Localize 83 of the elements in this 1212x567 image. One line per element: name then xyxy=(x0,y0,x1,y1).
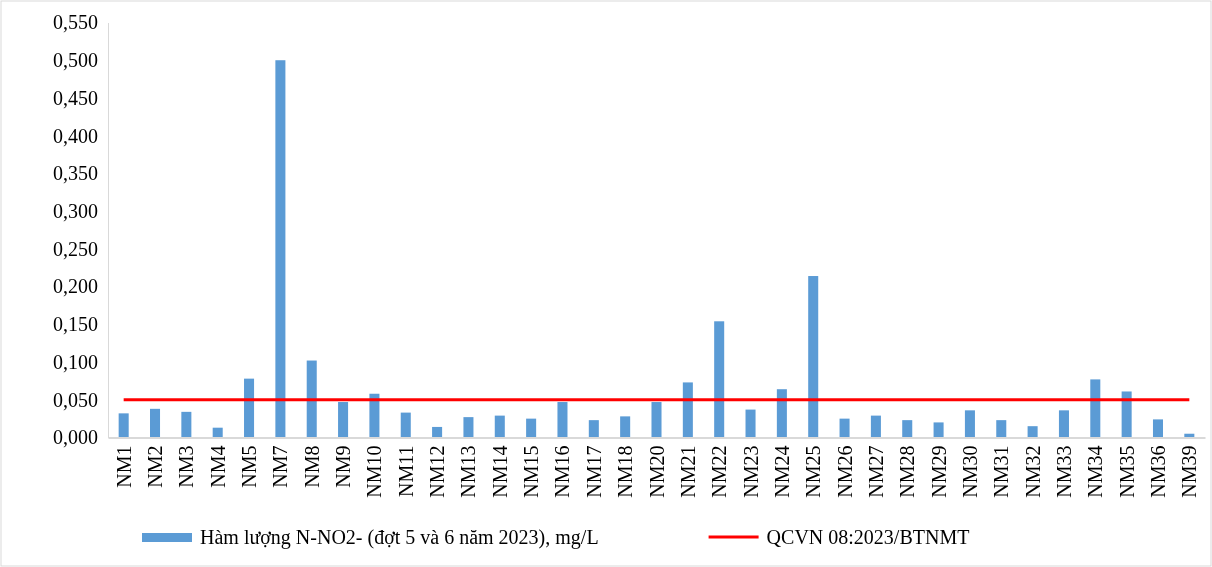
x-tick-label: NM35 xyxy=(1115,445,1138,498)
y-tick-label: 0,200 xyxy=(53,275,98,298)
x-tick-label: NM16 xyxy=(551,445,574,498)
x-tick-label: NM26 xyxy=(833,445,856,498)
x-tick-label: NM8 xyxy=(300,445,323,488)
x-tick-label: NM36 xyxy=(1146,445,1169,498)
bar xyxy=(369,393,380,438)
bar xyxy=(494,415,505,438)
y-tick-label: 0,350 xyxy=(53,162,98,185)
y-tick-label: 0,050 xyxy=(53,388,98,411)
x-tick-label: NM20 xyxy=(645,445,668,498)
x-tick-label: NM33 xyxy=(1052,445,1075,498)
bar xyxy=(682,382,693,438)
bar xyxy=(557,402,568,438)
bar xyxy=(964,410,975,438)
bar xyxy=(212,427,223,438)
y-tick-label: 0,150 xyxy=(53,313,98,336)
bar xyxy=(776,389,787,438)
x-tick-label: NM17 xyxy=(582,445,605,498)
legend-label: Hàm lượng N-NO2- (đợt 5 và 6 năm 2023), mg/L xyxy=(200,526,599,549)
bar xyxy=(588,420,599,438)
bar xyxy=(714,321,725,438)
x-tick-label: NM12 xyxy=(426,445,449,498)
x-tick-label: NM39 xyxy=(1178,445,1201,498)
bar xyxy=(620,416,631,438)
x-tick-label: NM3 xyxy=(175,445,198,488)
x-tick-label: NM5 xyxy=(238,445,261,488)
x-tick-label: NM9 xyxy=(332,445,355,488)
x-tick-label: NM18 xyxy=(614,445,637,498)
y-tick-label: 0,250 xyxy=(53,237,98,260)
x-tick-label: NM23 xyxy=(739,445,762,498)
bar xyxy=(526,418,537,438)
bar xyxy=(1058,410,1069,438)
y-tick-label: 0,550 xyxy=(53,11,98,34)
bar xyxy=(306,360,317,438)
y-tick-label: 0,450 xyxy=(53,86,98,109)
bar xyxy=(933,422,944,438)
x-tick-label: NM28 xyxy=(896,445,919,498)
y-tick-label: 0,100 xyxy=(53,350,98,373)
bar xyxy=(902,420,913,438)
y-tick-label: 0,500 xyxy=(53,49,98,72)
bar xyxy=(118,413,129,438)
bar xyxy=(651,402,662,438)
bar xyxy=(1121,391,1132,438)
bar xyxy=(808,276,819,438)
x-tick-label: NM15 xyxy=(520,445,543,498)
x-tick-label: NM2 xyxy=(144,445,167,488)
bar xyxy=(839,418,850,438)
bar xyxy=(275,60,286,438)
bar xyxy=(432,426,443,438)
bar xyxy=(1090,379,1101,438)
y-tick-label: 0,300 xyxy=(53,200,98,223)
x-tick-label: NM7 xyxy=(269,445,292,488)
x-tick-label: NM34 xyxy=(1084,445,1107,498)
x-tick-label: NM11 xyxy=(394,445,417,497)
legend-label: QCVN 08:2023/BTNMT xyxy=(766,526,970,548)
bar xyxy=(400,412,411,438)
bar xyxy=(463,417,474,438)
x-tick-label: NM13 xyxy=(457,445,480,498)
bar xyxy=(150,408,161,438)
bar xyxy=(996,420,1007,438)
x-tick-label: NM21 xyxy=(676,445,699,498)
x-tick-label: NM31 xyxy=(990,445,1013,498)
bar xyxy=(1152,419,1163,438)
y-tick-label: 0,000 xyxy=(53,426,98,449)
x-tick-label: NM14 xyxy=(488,445,511,498)
x-tick-label: NM27 xyxy=(864,445,887,498)
x-tick-label: NM25 xyxy=(802,445,825,498)
bar xyxy=(745,409,756,438)
bar xyxy=(244,378,255,438)
x-tick-label: NM1 xyxy=(112,445,135,488)
x-tick-label: NM4 xyxy=(206,445,229,488)
x-tick-label: NM32 xyxy=(1021,445,1044,498)
x-tick-label: NM10 xyxy=(363,445,386,498)
bar xyxy=(181,411,192,438)
x-tick-label: NM30 xyxy=(958,445,981,498)
x-tick-label: NM29 xyxy=(927,445,950,498)
bar xyxy=(1027,426,1038,438)
bar xyxy=(338,402,349,438)
x-tick-label: NM22 xyxy=(708,445,731,498)
x-tick-label: NM24 xyxy=(770,445,793,498)
y-tick-label: 0,400 xyxy=(53,124,98,147)
bar xyxy=(870,415,881,438)
